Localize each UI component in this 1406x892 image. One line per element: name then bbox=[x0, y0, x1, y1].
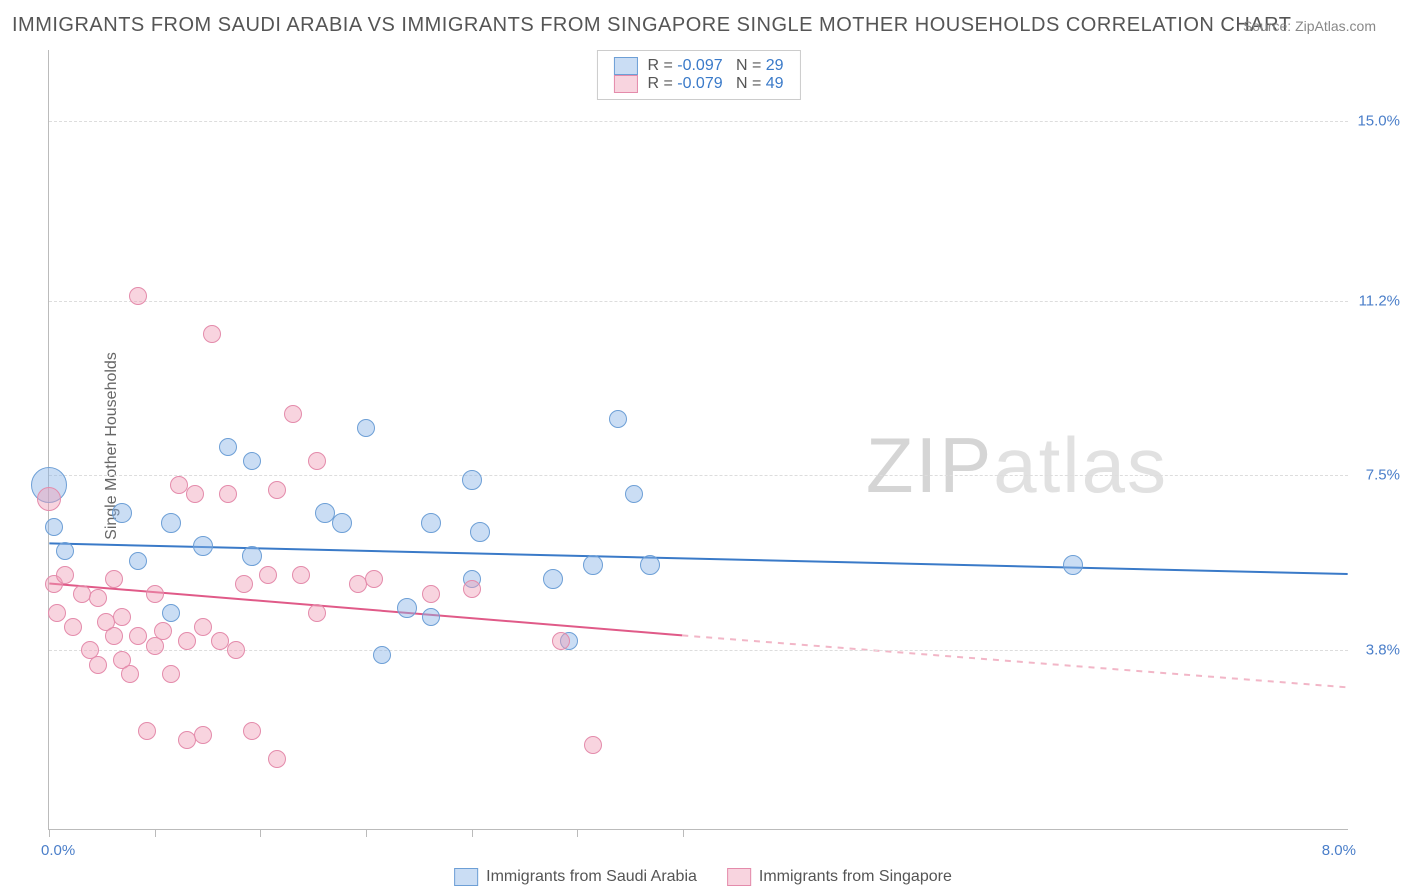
trend-lines-layer bbox=[49, 50, 1348, 829]
data-point bbox=[178, 632, 196, 650]
data-point bbox=[186, 485, 204, 503]
legend-label: Immigrants from Singapore bbox=[759, 868, 952, 886]
data-point bbox=[154, 622, 172, 640]
data-point bbox=[242, 546, 262, 566]
x-tick bbox=[260, 829, 261, 837]
legend-swatch bbox=[613, 57, 637, 75]
data-point bbox=[138, 722, 156, 740]
x-tick bbox=[577, 829, 578, 837]
stats-row: R = -0.097 N = 29 bbox=[613, 57, 783, 75]
data-point bbox=[422, 585, 440, 603]
data-point bbox=[470, 522, 490, 542]
data-point bbox=[625, 485, 643, 503]
data-point bbox=[397, 598, 417, 618]
data-point bbox=[373, 646, 391, 664]
legend-label: Immigrants from Saudi Arabia bbox=[486, 868, 697, 886]
correlation-chart: IMMIGRANTS FROM SAUDI ARABIA VS IMMIGRAN… bbox=[0, 0, 1406, 892]
data-point bbox=[45, 518, 63, 536]
x-tick bbox=[472, 829, 473, 837]
data-point bbox=[243, 722, 261, 740]
legend-item: Immigrants from Saudi Arabia bbox=[454, 868, 697, 886]
data-point bbox=[113, 608, 131, 626]
data-point bbox=[194, 618, 212, 636]
data-point bbox=[170, 476, 188, 494]
watermark: ZIPatlas bbox=[866, 420, 1168, 511]
data-point bbox=[193, 536, 213, 556]
data-point bbox=[583, 555, 603, 575]
data-point bbox=[552, 632, 570, 650]
x-tick bbox=[49, 829, 50, 837]
data-point bbox=[463, 580, 481, 598]
y-tick-label: 15.0% bbox=[1357, 112, 1400, 129]
y-tick-label: 3.8% bbox=[1366, 642, 1400, 659]
data-point bbox=[421, 513, 441, 533]
data-point bbox=[259, 566, 277, 584]
y-tick-label: 7.5% bbox=[1366, 467, 1400, 484]
data-point bbox=[146, 585, 164, 603]
x-min-label: 0.0% bbox=[41, 842, 75, 859]
source-label: Source: ZipAtlas.com bbox=[1243, 18, 1376, 34]
data-point bbox=[129, 552, 147, 570]
data-point bbox=[89, 589, 107, 607]
data-point bbox=[292, 566, 310, 584]
data-point bbox=[129, 287, 147, 305]
x-tick bbox=[155, 829, 156, 837]
x-max-label: 8.0% bbox=[1322, 842, 1356, 859]
data-point bbox=[462, 470, 482, 490]
data-point bbox=[332, 513, 352, 533]
gridline bbox=[49, 301, 1348, 302]
data-point bbox=[1063, 555, 1083, 575]
data-point bbox=[89, 656, 107, 674]
y-tick-label: 11.2% bbox=[1359, 292, 1400, 309]
plot-area: ZIPatlas R = -0.097 N = 29R = -0.079 N =… bbox=[48, 50, 1348, 830]
data-point bbox=[357, 419, 375, 437]
data-point bbox=[129, 627, 147, 645]
data-point bbox=[308, 604, 326, 622]
legend-swatch bbox=[454, 868, 478, 886]
data-point bbox=[112, 503, 132, 523]
data-point bbox=[105, 627, 123, 645]
stats-legend: R = -0.097 N = 29R = -0.079 N = 49 bbox=[596, 50, 800, 100]
data-point bbox=[365, 570, 383, 588]
x-tick bbox=[366, 829, 367, 837]
data-point bbox=[422, 608, 440, 626]
data-point bbox=[121, 665, 139, 683]
legend-swatch bbox=[613, 75, 637, 93]
data-point bbox=[284, 405, 302, 423]
legend-item: Immigrants from Singapore bbox=[727, 868, 952, 886]
data-point bbox=[161, 513, 181, 533]
stats-row: R = -0.079 N = 49 bbox=[613, 75, 783, 93]
x-tick bbox=[683, 829, 684, 837]
data-point bbox=[543, 569, 563, 589]
data-point bbox=[56, 566, 74, 584]
data-point bbox=[105, 570, 123, 588]
data-point bbox=[219, 438, 237, 456]
data-point bbox=[609, 410, 627, 428]
legend-swatch bbox=[727, 868, 751, 886]
data-point bbox=[211, 632, 229, 650]
gridline bbox=[49, 121, 1348, 122]
data-point bbox=[227, 641, 245, 659]
data-point bbox=[243, 452, 261, 470]
series-legend: Immigrants from Saudi Arabia Immigrants f… bbox=[454, 868, 952, 886]
data-point bbox=[268, 481, 286, 499]
data-point bbox=[268, 750, 286, 768]
data-point bbox=[194, 726, 212, 744]
data-point bbox=[162, 665, 180, 683]
data-point bbox=[73, 585, 91, 603]
data-point bbox=[640, 555, 660, 575]
data-point bbox=[203, 325, 221, 343]
chart-title: IMMIGRANTS FROM SAUDI ARABIA VS IMMIGRAN… bbox=[12, 14, 1291, 37]
data-point bbox=[219, 485, 237, 503]
data-point bbox=[235, 575, 253, 593]
data-point bbox=[584, 736, 602, 754]
gridline bbox=[49, 475, 1348, 476]
data-point bbox=[308, 452, 326, 470]
data-point bbox=[162, 604, 180, 622]
data-point bbox=[37, 487, 61, 511]
data-point bbox=[48, 604, 66, 622]
data-point bbox=[64, 618, 82, 636]
data-point bbox=[56, 542, 74, 560]
